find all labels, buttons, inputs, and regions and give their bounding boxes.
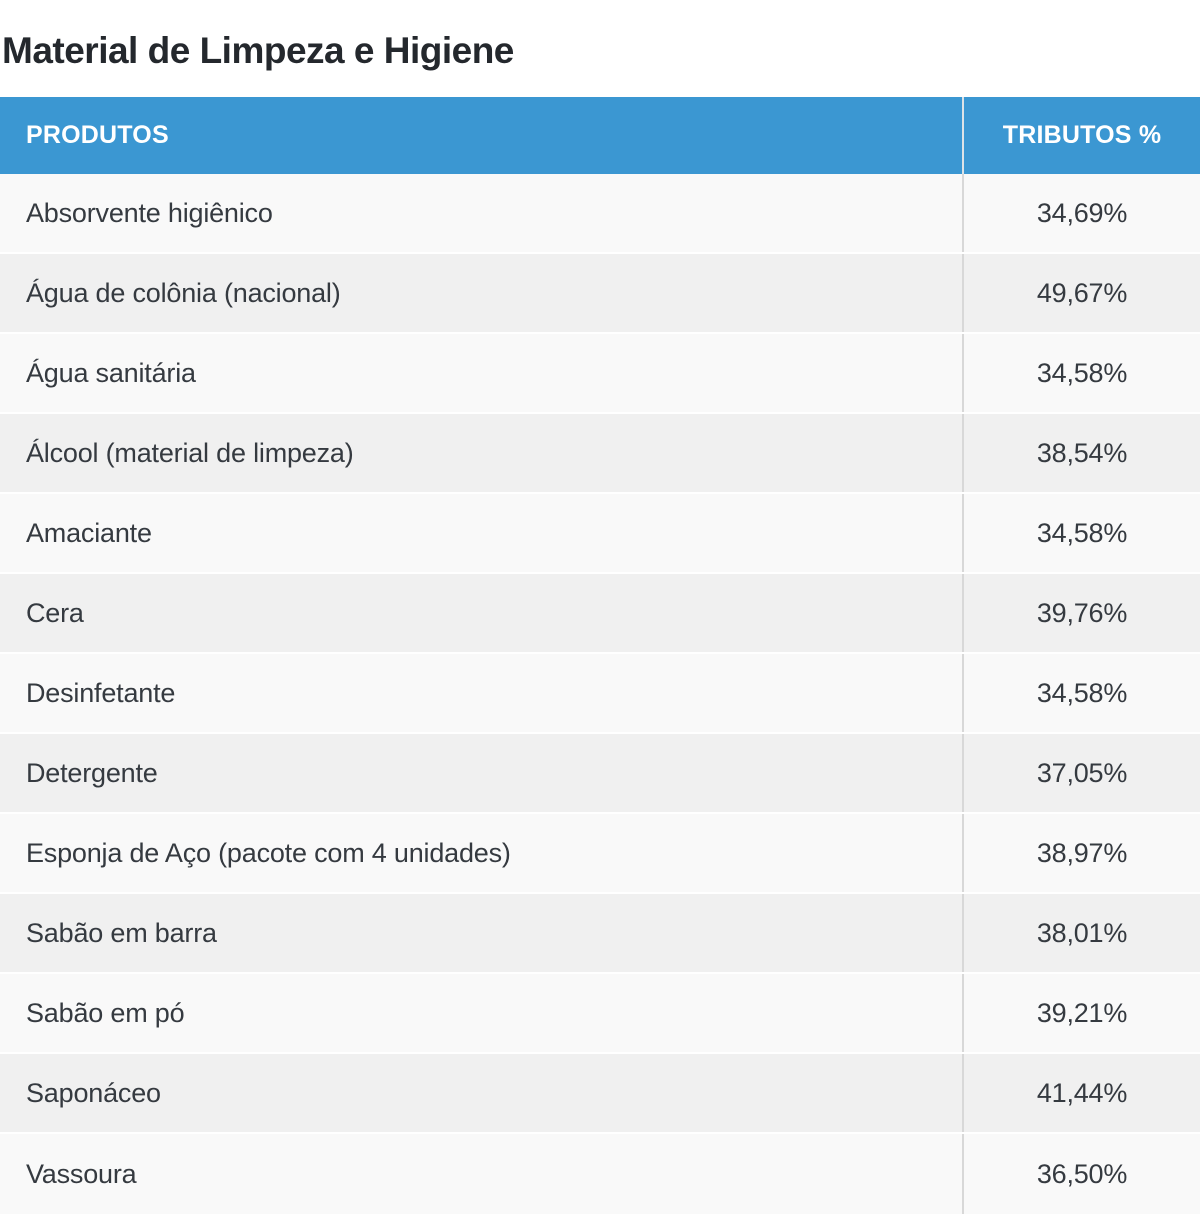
table-row: Cera 39,76% bbox=[0, 574, 1200, 654]
tributos-value-cell: 39,76% bbox=[1036, 597, 1128, 628]
tributos-value-cell: 38,97% bbox=[1036, 837, 1128, 868]
table-row: Detergente 37,05% bbox=[0, 734, 1200, 814]
product-name-cell: Álcool (material de limpeza) bbox=[0, 414, 964, 492]
table-body: Absorvente higiênico 34,69% Água de colô… bbox=[0, 174, 1200, 1214]
table-row: Sabão em barra 38,01% bbox=[0, 894, 1200, 974]
product-name-cell: Amaciante bbox=[0, 494, 964, 572]
product-name-cell: Cera bbox=[0, 574, 964, 652]
tributos-value-cell: 34,58% bbox=[1036, 517, 1128, 548]
tributos-value-cell: 34,58% bbox=[1036, 357, 1128, 388]
product-name-cell: Vassoura bbox=[0, 1134, 964, 1214]
tributos-value-cell: 36,50% bbox=[1036, 1158, 1128, 1189]
product-name-cell: Sabão em pó bbox=[0, 974, 964, 1052]
product-name-cell: Detergente bbox=[0, 734, 964, 812]
tributos-value-cell: 49,67% bbox=[1036, 277, 1128, 308]
tributos-value-cell: 39,21% bbox=[1036, 997, 1128, 1028]
table-row: Água sanitária 34,58% bbox=[0, 334, 1200, 414]
table-row: Saponáceo 41,44% bbox=[0, 1054, 1200, 1134]
tributos-value-cell: 37,05% bbox=[1036, 757, 1128, 788]
table-row: Água de colônia (nacional) 49,67% bbox=[0, 254, 1200, 334]
product-name-cell: Água sanitária bbox=[0, 334, 964, 412]
tributos-value-cell: 34,58% bbox=[1036, 677, 1128, 708]
product-name-cell: Desinfetante bbox=[0, 654, 964, 732]
tributos-value-cell: 41,44% bbox=[1036, 1077, 1128, 1108]
column-header-tributos: TRIBUTOS % bbox=[1002, 121, 1162, 149]
table-header-row: PRODUTOS TRIBUTOS % bbox=[0, 97, 1200, 174]
table-row: Sabão em pó 39,21% bbox=[0, 974, 1200, 1054]
product-name-cell: Absorvente higiênico bbox=[0, 174, 964, 252]
table-row: Desinfetante 34,58% bbox=[0, 654, 1200, 734]
tributos-value-cell: 34,69% bbox=[1036, 197, 1128, 228]
table-row: Esponja de Aço (pacote com 4 unidades) 3… bbox=[0, 814, 1200, 894]
product-name-cell: Esponja de Aço (pacote com 4 unidades) bbox=[0, 814, 964, 892]
tributos-value-cell: 38,01% bbox=[1036, 917, 1128, 948]
table-row: Vassoura 36,50% bbox=[0, 1134, 1200, 1214]
table-row: Absorvente higiênico 34,69% bbox=[0, 174, 1200, 254]
page-title: Material de Limpeza e Higiene bbox=[2, 30, 514, 72]
table-row: Álcool (material de limpeza) 38,54% bbox=[0, 414, 1200, 494]
product-name-cell: Saponáceo bbox=[0, 1054, 964, 1132]
product-name-cell: Sabão em barra bbox=[0, 894, 964, 972]
tributos-value-cell: 38,54% bbox=[1036, 437, 1128, 468]
title-area: Material de Limpeza e Higiene bbox=[0, 0, 1200, 97]
column-header-produtos: PRODUTOS bbox=[0, 97, 964, 174]
products-table: PRODUTOS TRIBUTOS % Absorvente higiênico… bbox=[0, 97, 1200, 1214]
product-name-cell: Água de colônia (nacional) bbox=[0, 254, 964, 332]
table-row: Amaciante 34,58% bbox=[0, 494, 1200, 574]
